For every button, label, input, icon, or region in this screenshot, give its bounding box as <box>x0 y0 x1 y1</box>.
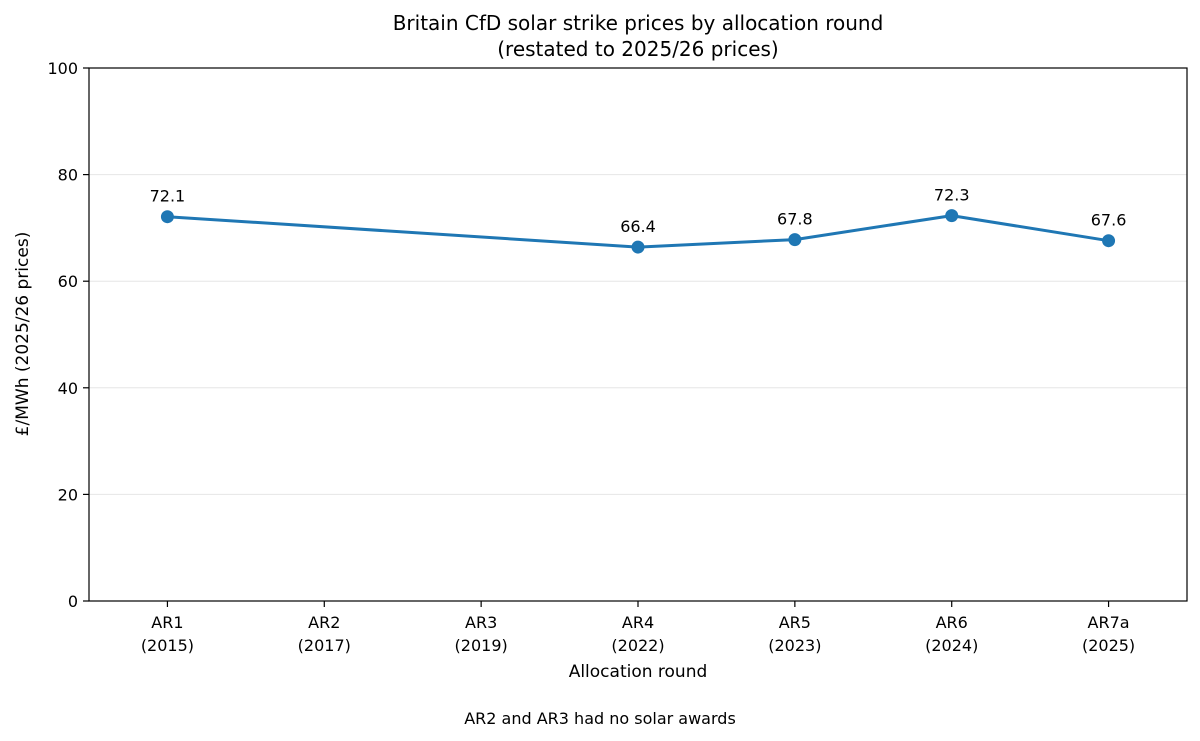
axes: 0 20 40 60 80 100 AR1 (2015) AR2 (2017) AR3 (2019) A… <box>47 59 1188 655</box>
x-tick-label: AR1 <box>151 613 183 632</box>
chart-subtitle: (restated to 2025/26 prices) <box>497 37 778 61</box>
x-tick-label: AR3 <box>465 613 497 632</box>
x-tick-year-label: (2015) <box>141 636 194 655</box>
y-tick-label: 100 <box>47 59 78 78</box>
y-tick-label: 20 <box>58 485 78 504</box>
x-axis-label: Allocation round <box>569 662 708 682</box>
x-tick-label: AR7a <box>1088 613 1130 632</box>
x-tick-year-label: (2019) <box>455 636 508 655</box>
x-tick-year-label: (2022) <box>611 636 664 655</box>
plot-frame <box>88 67 1188 602</box>
chart-title: Britain CfD solar strike prices by alloc… <box>393 11 884 35</box>
data-point <box>631 240 645 254</box>
x-tick-label: AR4 <box>622 613 654 632</box>
data-labels: 72.1 66.4 67.8 72.3 67.6 <box>150 186 1127 236</box>
data-label: 72.3 <box>934 186 970 205</box>
data-label: 67.6 <box>1091 211 1127 230</box>
x-tick-year-label: (2025) <box>1082 636 1135 655</box>
data-label: 67.8 <box>777 210 813 229</box>
data-label: 72.1 <box>150 187 186 206</box>
series-layer <box>160 209 1116 254</box>
data-point <box>788 233 802 247</box>
y-tick-label: 0 <box>68 592 78 611</box>
grid-lines <box>89 174 1187 495</box>
x-tick-year-label: (2024) <box>925 636 978 655</box>
y-axis-label: £/MWh (2025/26 prices) <box>13 232 33 437</box>
y-tick-label: 40 <box>58 379 78 398</box>
x-tick-label: AR5 <box>779 613 811 632</box>
y-tick-label: 60 <box>58 272 78 291</box>
x-tick-label: AR6 <box>936 613 968 632</box>
footnote: AR2 and AR3 had no solar awards <box>464 709 736 728</box>
x-tick-label: AR2 <box>308 613 340 632</box>
data-point <box>1102 234 1116 248</box>
x-tick-year-label: (2017) <box>298 636 351 655</box>
data-label: 66.4 <box>620 217 656 236</box>
y-tick-label: 80 <box>58 166 78 185</box>
data-point <box>160 210 174 224</box>
x-tick-year-label: (2023) <box>768 636 821 655</box>
data-point <box>945 209 959 223</box>
